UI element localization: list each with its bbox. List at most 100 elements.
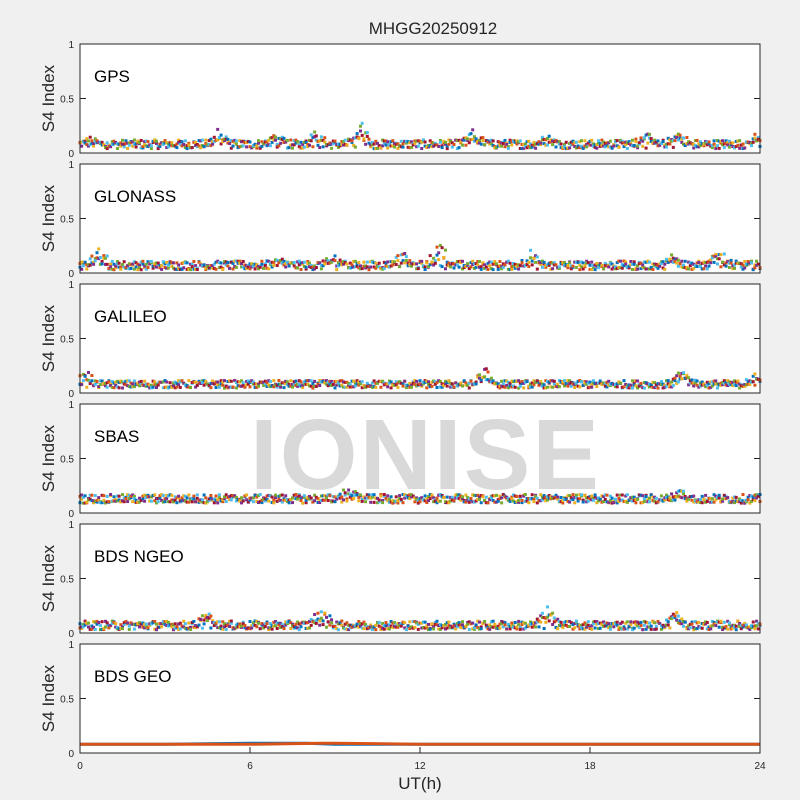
data-point — [411, 626, 415, 630]
data-point — [571, 498, 575, 501]
y-tick-label: 0 — [68, 749, 74, 760]
data-point — [197, 500, 201, 504]
data-point — [241, 622, 245, 626]
data-point — [631, 144, 634, 148]
data-point — [663, 385, 667, 389]
data-point — [347, 266, 351, 270]
data-point — [161, 494, 165, 497]
data-point — [370, 628, 374, 632]
data-point — [326, 493, 330, 497]
data-point — [445, 501, 449, 505]
data-point — [318, 619, 322, 623]
data-point — [253, 623, 257, 627]
data-point — [546, 605, 549, 609]
data-point — [743, 383, 747, 386]
data-point — [729, 380, 733, 384]
data-point — [687, 627, 691, 631]
data-point — [622, 627, 626, 631]
data-point — [243, 494, 247, 498]
data-point — [389, 386, 393, 390]
data-point — [721, 383, 725, 387]
data-point — [753, 132, 757, 136]
y-tick-label: 0.5 — [60, 575, 74, 586]
data-point — [183, 494, 187, 498]
data-point — [112, 262, 116, 266]
data-point — [219, 261, 223, 265]
data-point — [683, 144, 687, 147]
data-point — [224, 493, 228, 497]
data-point — [289, 143, 293, 147]
data-point — [707, 382, 711, 386]
data-point — [421, 264, 425, 268]
data-point — [515, 627, 519, 631]
data-point — [406, 624, 410, 628]
data-point — [389, 620, 393, 623]
data-point — [90, 374, 94, 377]
data-point — [709, 258, 713, 262]
data-point — [122, 265, 126, 269]
data-point — [348, 495, 352, 499]
data-point — [506, 380, 510, 384]
data-point — [683, 259, 687, 263]
data-point — [146, 145, 150, 149]
data-point — [98, 624, 102, 628]
data-point — [472, 627, 476, 631]
data-point — [484, 267, 488, 271]
data-point — [292, 264, 296, 268]
data-point — [495, 146, 498, 149]
data-point — [676, 494, 680, 498]
data-point — [733, 266, 736, 270]
data-point — [211, 266, 215, 270]
data-point — [393, 260, 396, 264]
data-point — [716, 144, 719, 148]
data-point — [308, 494, 311, 498]
data-point — [364, 142, 368, 146]
data-point — [285, 498, 289, 501]
data-point — [323, 498, 327, 502]
data-point — [250, 265, 254, 269]
data-point — [398, 494, 402, 498]
data-point — [675, 618, 679, 622]
data-point — [666, 142, 670, 146]
data-point — [581, 498, 585, 502]
data-point — [637, 384, 641, 388]
data-point — [110, 380, 114, 383]
data-point — [391, 139, 395, 143]
data-point — [119, 500, 123, 504]
data-point — [81, 379, 85, 383]
data-point — [648, 260, 651, 264]
data-point — [226, 261, 230, 264]
data-point — [233, 379, 237, 382]
data-point — [651, 385, 655, 389]
data-point — [445, 147, 449, 151]
data-point — [245, 383, 249, 387]
data-point — [512, 625, 515, 629]
data-point — [464, 624, 468, 628]
data-point — [311, 382, 315, 385]
data-point — [676, 258, 680, 262]
data-point — [376, 496, 379, 500]
data-point — [622, 500, 626, 504]
data-point — [98, 628, 102, 632]
data-point — [299, 499, 303, 503]
data-point — [663, 383, 667, 387]
data-point — [455, 139, 459, 143]
data-point — [675, 257, 679, 261]
data-point — [566, 146, 570, 150]
data-point — [756, 377, 760, 381]
data-point — [457, 138, 461, 142]
data-point — [374, 139, 378, 143]
data-point — [404, 141, 408, 145]
data-point — [195, 383, 199, 387]
data-point — [591, 379, 595, 383]
data-point — [557, 379, 561, 382]
data-point — [139, 260, 143, 264]
data-point — [625, 500, 629, 504]
data-point — [682, 136, 685, 140]
data-point — [343, 493, 347, 497]
data-point — [665, 384, 668, 388]
data-point — [627, 140, 631, 144]
data-point — [199, 498, 203, 502]
data-point — [495, 381, 498, 385]
data-point — [432, 625, 436, 629]
